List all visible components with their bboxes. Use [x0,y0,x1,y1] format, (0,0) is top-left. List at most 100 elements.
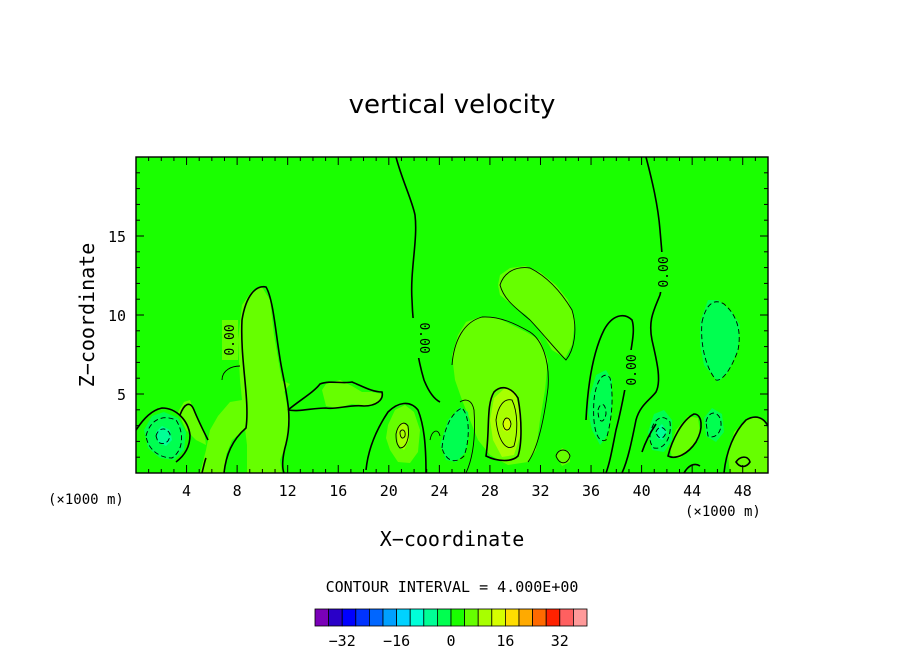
x-tick-label: 24 [430,482,448,500]
fill-updraft-x4 [178,400,206,445]
contour-neg-x37-core [597,404,607,422]
zero-contour-x6 [201,457,207,473]
colorbar-label: 32 [551,632,569,650]
contour-neg-x42-core [655,427,667,439]
contour-neg-x45 [705,412,722,438]
colorbar-swatch [464,608,479,627]
colorbar-label: −16 [383,632,410,650]
zero-label-x39: 0.00 [625,354,640,385]
x-axis-label: X−coordinate [380,527,525,551]
colorbar-swatch [518,608,534,627]
contour-pos-x30-core [495,399,518,448]
contour-neg-x46 [701,301,740,381]
contour-pos-x34 [555,449,571,464]
colorbar-swatch [368,608,384,627]
colorbar: −32 −16 0 16 32 [314,608,588,650]
contour-interval-text: CONTOUR INTERVAL = 4.000E+00 [326,578,579,596]
zero-label-x22: 0.00 [416,322,431,353]
zero-contour-x44 [667,413,702,458]
fill-updraft-x17 [322,380,382,408]
zero-contour-x37-bottom [683,463,701,473]
contour-pos-x30-peak [502,417,512,431]
zero-contour-updraft-x10 [223,286,290,473]
y-tick-label: 15 [108,228,126,246]
zero-contour-x41 [641,423,657,453]
contour-fills [144,266,768,473]
y-axis-label: Z−coordinate [75,243,99,388]
x-tick-label: 40 [633,482,651,500]
colorbar-swatch [328,608,343,627]
contour-pos-x26 [459,399,475,473]
zero-contour-x1 [136,407,191,463]
x-tick-label: 8 [233,482,242,500]
x-axis: 4 8 12 16 20 24 28 32 36 40 44 48 [148,157,756,500]
x-tick-label: 44 [683,482,701,500]
fill-downdraft-x46 [700,300,740,382]
colorbar-swatch [477,608,493,627]
zero-label-x42: 0.00 [657,256,672,287]
y-tick-label: 5 [117,386,126,404]
contour-neg-x37 [593,374,613,442]
contour-pos-x21-core [395,422,409,449]
colorbar-swatch [450,608,466,627]
zero-contour-x4 [179,403,209,441]
zero-contour-x49 [723,416,768,473]
colorbar-swatch [396,608,411,627]
x-tick-label: 28 [481,482,499,500]
negative-contours [145,301,740,462]
colorbar-swatch [341,608,357,627]
colorbar-label: 16 [496,632,514,650]
zero-contour-labels: 0.00 0.00 0.00 0.00 [222,252,672,390]
contour-pos-x8 [221,365,241,381]
contour-pos-x30-mid [451,316,549,463]
colorbar-label: 0 [446,632,455,650]
x-tick-label: 4 [182,482,191,500]
x-tick-label: 48 [734,482,752,500]
x-tick-label: 32 [531,482,549,500]
fill-updraft-x44 [670,416,700,458]
x-unit-label-right: (×1000 m) [685,504,761,520]
contour-neg-x42 [649,417,671,449]
contour-neg-x25 [441,407,469,462]
x-tick-label: 16 [329,482,347,500]
colorbar-swatch [504,608,520,627]
colorbar-swatch [436,608,452,627]
colorbar-swatch [409,608,425,627]
colorbar-swatch [545,608,561,627]
y-axis: 5 10 15 [108,172,768,458]
zero-contour-x36 [585,314,635,473]
colorbar-swatch [559,608,574,627]
chart-title: vertical velocity [349,90,556,120]
contour-lines [136,157,768,473]
fill-updraft-x30-peak [503,416,511,432]
fill-downdraft-x25 [440,407,470,462]
x-tick-label: 12 [279,482,297,500]
fill-updraft-x10 [238,287,290,473]
colorbar-label: −32 [329,632,356,650]
colorbar-swatch [491,608,506,627]
x-tick-label: 36 [582,482,600,500]
colorbar-swatch [355,608,370,627]
colorbar-swatch [573,608,588,627]
contour-neg-x2-core [155,428,171,445]
colorbar-swatch [382,608,398,627]
x-tick-label: 20 [380,482,398,500]
zero-label-x8: 0.00 [223,324,238,355]
zero-contour-x30 [485,386,522,462]
fill-updraft-x30-upper [498,266,575,358]
colorbar-swatch [532,608,547,627]
zero-contour-x16 [287,381,384,412]
colorbar-swatch [314,608,330,627]
zero-contour-left [395,157,441,403]
x-unit-label-left: (×1000 m) [48,492,124,508]
fill-downdraft-x37 [588,370,612,445]
contour-pos-x24 [429,430,441,441]
zero-contour-x48 [735,456,751,468]
zero-contour-right [621,157,664,473]
contour-pos-x21-peak [399,429,406,439]
fill-updraft-x30-mid [452,317,548,465]
y-tick-label: 10 [108,307,126,325]
zero-contour-x21 [365,402,427,473]
colorbar-swatch [423,608,438,627]
